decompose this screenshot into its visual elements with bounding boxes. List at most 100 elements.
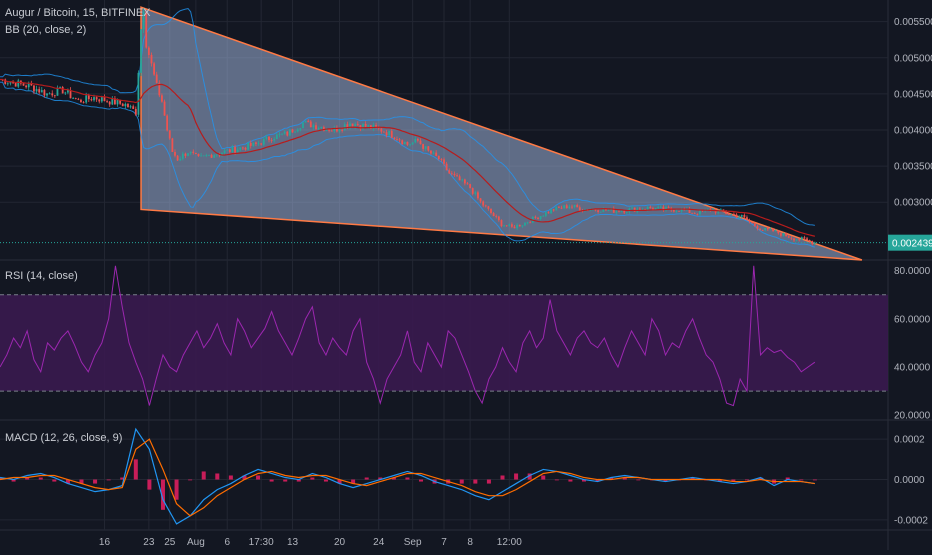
macd-histogram-bar xyxy=(609,477,614,480)
macd-histogram-bar xyxy=(527,473,532,480)
candle-body xyxy=(649,206,652,209)
candle-body xyxy=(74,98,77,99)
macd-histogram-bar xyxy=(242,475,247,480)
candle-body xyxy=(228,149,231,153)
candle-body xyxy=(48,93,51,95)
candle-body xyxy=(171,138,174,152)
candle-body xyxy=(576,204,579,208)
candle-body xyxy=(456,175,458,177)
candle-body xyxy=(249,142,252,146)
candle-body xyxy=(484,205,487,207)
candle-body xyxy=(811,241,814,244)
candle-body xyxy=(738,216,741,218)
rsi-tick-label: 40.0000 xyxy=(894,363,931,374)
candle-body xyxy=(568,206,571,209)
macd-histogram-bar xyxy=(0,477,2,480)
candle-body xyxy=(461,179,464,181)
candle-body xyxy=(40,90,43,93)
candle-body xyxy=(646,206,649,210)
candle-body xyxy=(800,237,803,240)
macd-histogram-bar xyxy=(663,479,668,482)
candle-body xyxy=(93,97,95,101)
macd-histogram-bar xyxy=(799,479,804,481)
macd-histogram-bar xyxy=(785,477,790,480)
candle-body xyxy=(539,216,542,220)
candle-body xyxy=(257,143,260,145)
candle-body xyxy=(351,123,354,127)
candle-body xyxy=(64,92,67,94)
candle-body xyxy=(490,208,492,214)
candle-body xyxy=(659,206,662,208)
candle-body xyxy=(555,206,558,211)
last-price-label: 0.0024399 xyxy=(892,239,932,250)
candle-body xyxy=(317,128,320,130)
macd-histogram-bar xyxy=(500,475,505,480)
macd-histogram-bar xyxy=(93,479,98,484)
candle-body xyxy=(121,103,124,107)
price-tick-label: 0.0055000 xyxy=(894,17,932,28)
candle-body xyxy=(87,95,90,100)
candle-body xyxy=(147,47,150,55)
candle-body xyxy=(508,224,511,226)
macd-histogram-bar xyxy=(473,479,478,484)
candle-body xyxy=(500,220,503,227)
time-tick-label: Aug xyxy=(187,537,205,548)
macd-histogram-bar xyxy=(364,477,369,480)
macd-histogram-bar xyxy=(38,477,43,480)
candle-body xyxy=(27,83,30,88)
macd-pane[interactable] xyxy=(0,427,817,525)
macd-histogram-bar xyxy=(65,479,70,484)
candle-body xyxy=(411,142,414,145)
candle-body xyxy=(607,209,610,211)
candle-body xyxy=(12,82,14,84)
candle-body xyxy=(753,223,756,226)
main-pane[interactable] xyxy=(0,6,888,261)
macd-histogram-bar xyxy=(106,479,111,481)
time-tick-label: 25 xyxy=(164,537,176,548)
candle-body xyxy=(487,206,490,209)
macd-histogram-bar xyxy=(486,479,491,484)
candle-body xyxy=(383,131,385,133)
candle-body xyxy=(288,129,291,136)
candle-body xyxy=(652,208,654,210)
candle-body xyxy=(346,124,349,128)
candle-body xyxy=(672,209,675,212)
candle-body xyxy=(111,98,114,105)
macd-histogram-bar xyxy=(419,479,424,482)
candle-body xyxy=(688,208,691,214)
candle-body xyxy=(563,205,566,209)
candle-body xyxy=(615,211,618,213)
candle-body xyxy=(69,90,72,99)
candle-body xyxy=(675,210,678,212)
candle-body xyxy=(98,99,101,102)
candle-body xyxy=(759,228,761,230)
macd-histogram-bar xyxy=(568,479,573,482)
candle-body xyxy=(294,131,297,133)
candle-body xyxy=(756,225,759,229)
rsi-pane[interactable] xyxy=(0,265,888,407)
candle-body xyxy=(367,125,370,127)
candle-body xyxy=(445,163,448,171)
candle-body xyxy=(215,154,218,156)
price-tick-label: 0.0035000 xyxy=(894,162,932,173)
candle-body xyxy=(312,125,315,128)
candle-body xyxy=(667,207,670,208)
candle-body xyxy=(158,82,161,96)
candle-body xyxy=(537,217,539,220)
candle-body xyxy=(299,128,302,130)
macd-histogram-bar xyxy=(636,479,641,481)
candle-body xyxy=(291,129,294,133)
candle-body xyxy=(808,239,811,242)
candle-body xyxy=(132,106,135,109)
macd-histogram-bar xyxy=(160,479,165,510)
candle-body xyxy=(181,153,184,159)
bb-indicator-label: BB (20, close, 2) xyxy=(5,24,86,36)
candle-body xyxy=(691,213,694,214)
candle-body xyxy=(732,213,735,215)
candle-body xyxy=(244,147,247,150)
candle-body xyxy=(307,120,310,122)
time-tick-label: 8 xyxy=(467,537,473,548)
candle-body xyxy=(333,127,336,131)
macd-indicator-label: MACD (12, 26, close, 9) xyxy=(5,432,122,444)
